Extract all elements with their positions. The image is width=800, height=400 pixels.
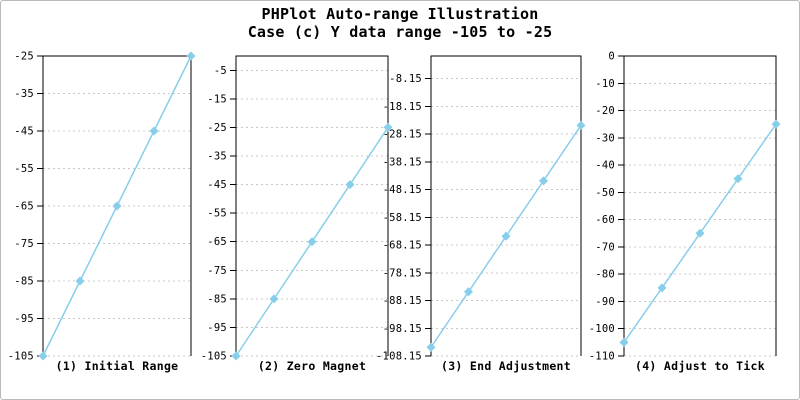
- data-point-marker: [186, 51, 196, 61]
- data-point-marker: [771, 119, 781, 129]
- y-tick-label: -35: [14, 88, 34, 100]
- plot-frame: [623, 55, 777, 356]
- y-tick-label: -50: [595, 187, 615, 199]
- y-tick-label: -75: [207, 265, 227, 277]
- y-tick-label: -65: [207, 236, 227, 248]
- data-point-marker: [695, 228, 705, 238]
- y-tick-label: -58.15: [383, 212, 422, 224]
- data-point-marker: [383, 122, 393, 132]
- y-tick-label: -68.15: [383, 240, 422, 252]
- data-point-marker: [733, 174, 743, 184]
- chart-panel-2: -5 -15 -25 -35 -45 -55 -65 -75 -85 -95 -105: [201, 55, 393, 363]
- y-tick-label: -8.15: [389, 73, 422, 85]
- y-tick-label: -105: [201, 351, 227, 363]
- y-tick-label: -10: [595, 78, 615, 90]
- y-tick-label: -70: [595, 241, 615, 253]
- y-tick-label: -25: [207, 122, 227, 134]
- data-point-marker: [307, 237, 317, 247]
- y-tick-label: -20: [595, 105, 615, 117]
- chart-panel-1: -25 -35 -45 -55 -65 -75 -85 -95 -105: [8, 51, 196, 363]
- y-tick-label: -25: [14, 51, 34, 63]
- data-point-marker: [345, 180, 355, 190]
- data-point-marker: [576, 120, 586, 130]
- data-point-marker: [657, 283, 667, 293]
- main-title-line2: Case (c) Y data range -105 to -25: [247, 22, 553, 41]
- panel-title-4: (4) Adjust to Tick: [634, 359, 766, 373]
- data-point-marker: [75, 276, 85, 286]
- chart-panel-4: 0 -10 -20 -30 -40 -50 -60 -70 -80 -90 -100 -110: [589, 51, 781, 363]
- y-tick-label: -30: [595, 132, 615, 144]
- plot-frame: [235, 55, 389, 356]
- y-tick-label: -100: [589, 323, 615, 335]
- y-tick-label: -90: [595, 296, 615, 308]
- data-point-marker: [149, 126, 159, 136]
- data-point-marker: [112, 201, 122, 211]
- data-point-marker: [269, 294, 279, 304]
- y-tick-label: -105: [8, 351, 34, 363]
- y-tick-label: -55: [207, 208, 227, 220]
- y-tick-label: -95: [14, 313, 34, 325]
- y-tick-label: -88.15: [383, 295, 422, 307]
- y-tick-label: -80: [595, 269, 615, 281]
- plot-frame: [430, 55, 582, 356]
- chart-main-title: PHPlot Auto-range Illustration Case (c) …: [1, 5, 799, 41]
- y-tick-label: -55: [14, 163, 34, 175]
- y-tick-label: -28.15: [383, 129, 422, 141]
- y-tick-label: -5: [214, 65, 227, 77]
- y-tick-label: -45: [207, 179, 227, 191]
- panel-title-2: (2) Zero Magnet: [257, 359, 367, 373]
- y-tick-label: 0: [608, 51, 615, 63]
- data-point-marker: [426, 342, 436, 352]
- data-point-marker: [464, 287, 473, 297]
- panel-title-1: (1) Initial Range: [55, 359, 179, 373]
- data-point-marker: [619, 337, 629, 347]
- data-point-marker: [539, 176, 548, 186]
- y-tick-label: -45: [14, 126, 34, 138]
- panel-title-3: (3) End Adjustment: [440, 359, 572, 373]
- data-point-marker: [501, 231, 511, 241]
- y-tick-label: -40: [595, 160, 615, 172]
- y-tick-label: -15: [207, 93, 227, 105]
- y-tick-label: -85: [207, 293, 227, 305]
- y-tick-label: -18.15: [383, 101, 422, 113]
- data-point-marker: [231, 351, 241, 361]
- main-title-line1: PHPlot Auto-range Illustration: [261, 5, 539, 23]
- y-tick-label: -35: [207, 151, 227, 163]
- y-tick-label: -85: [14, 276, 34, 288]
- y-tick-label: -108.15: [376, 351, 422, 363]
- y-tick-label: -75: [14, 238, 34, 250]
- data-point-marker: [38, 351, 48, 361]
- y-tick-label: -65: [14, 201, 34, 213]
- y-tick-label: -98.15: [383, 323, 422, 335]
- y-tick-label: -110: [589, 351, 615, 363]
- y-tick-label: -48.15: [383, 184, 422, 196]
- y-tick-label: -60: [595, 214, 615, 226]
- y-tick-label: -95: [207, 322, 227, 334]
- chart-panel-3: -8.15 -18.15 -28.15 -38.15 -48.15 -58.15 -68.1…: [376, 55, 586, 363]
- y-tick-label: -78.15: [383, 267, 422, 279]
- y-tick-label: -38.15: [383, 156, 422, 168]
